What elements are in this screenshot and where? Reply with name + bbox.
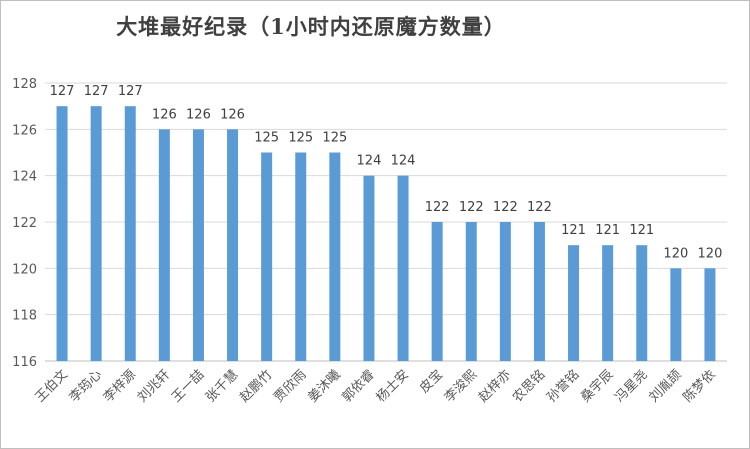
bar xyxy=(295,152,307,361)
data-label: 124 xyxy=(357,154,382,169)
data-label: 125 xyxy=(254,131,279,146)
x-tick-label: 郭依睿 xyxy=(339,367,378,406)
bar xyxy=(704,268,716,361)
bar xyxy=(670,268,682,361)
data-label: 122 xyxy=(425,200,450,215)
data-label: 127 xyxy=(84,84,109,99)
y-tick-label: 118 xyxy=(12,309,37,324)
bar xyxy=(192,129,204,361)
x-tick-label: 李梓源 xyxy=(101,367,139,405)
x-tick-label: 杨士安 xyxy=(374,367,412,405)
bar xyxy=(465,222,477,361)
bar xyxy=(363,175,375,361)
y-tick-label: 128 xyxy=(12,77,37,92)
x-tick-label: 贾欣雨 xyxy=(271,367,309,405)
y-tick-label: 124 xyxy=(12,170,37,185)
chart-title: 大堆最好纪录（1小时内还原魔方数量） xyxy=(116,14,506,39)
bar xyxy=(397,175,409,361)
data-label: 120 xyxy=(663,246,688,261)
y-tick-label: 126 xyxy=(12,123,37,138)
x-tick-label: 刘兆轩 xyxy=(135,367,173,405)
bar xyxy=(124,106,136,362)
x-tick-label: 孙誉铭 xyxy=(544,367,582,405)
data-label: 120 xyxy=(698,246,723,261)
data-label: 121 xyxy=(595,223,620,238)
bar xyxy=(56,106,68,362)
data-label: 124 xyxy=(391,154,416,169)
x-tick-label: 冯星尧 xyxy=(612,367,650,405)
x-tick-label: 王伯文 xyxy=(33,367,71,405)
x-tick-label: 赵鹏竹 xyxy=(237,367,275,405)
data-label: 126 xyxy=(152,107,177,122)
bar xyxy=(568,245,580,361)
x-tick-label: 张千慧 xyxy=(202,367,241,406)
x-tick-label: 姜沐曦 xyxy=(305,367,344,406)
x-tick-label: 桑宇辰 xyxy=(578,367,616,405)
data-label: 127 xyxy=(50,84,75,99)
data-label: 121 xyxy=(629,223,654,238)
y-tick-label: 122 xyxy=(12,216,37,231)
x-tick-label: 赵梓亦 xyxy=(475,367,514,406)
bar xyxy=(90,106,102,362)
data-label: 122 xyxy=(527,200,552,215)
x-tick-label: 李筠心 xyxy=(66,367,105,406)
bar xyxy=(636,245,648,361)
x-tick-label: 陈梦依 xyxy=(680,367,719,406)
data-label: 125 xyxy=(322,131,347,146)
x-tick-label: 农思铭 xyxy=(510,367,548,405)
data-label: 127 xyxy=(118,84,143,99)
bar xyxy=(431,222,443,361)
y-tick-label: 120 xyxy=(12,262,37,277)
y-tick-label: 116 xyxy=(12,355,37,370)
bar xyxy=(533,222,545,361)
bar xyxy=(158,129,170,361)
data-label: 122 xyxy=(459,200,484,215)
x-tick-label: 李浚熙 xyxy=(442,367,480,405)
x-tick-label: 王一喆 xyxy=(169,367,207,405)
bar xyxy=(329,152,341,361)
bar xyxy=(261,152,273,361)
bar xyxy=(499,222,511,361)
bar xyxy=(227,129,239,361)
bar xyxy=(602,245,614,361)
data-label: 122 xyxy=(493,200,518,215)
x-tick-label: 皮宝 xyxy=(417,367,446,396)
data-label: 126 xyxy=(186,107,211,122)
data-label: 126 xyxy=(220,107,245,122)
data-label: 121 xyxy=(561,223,586,238)
data-label: 125 xyxy=(288,131,313,146)
x-tick-label: 刘胤颉 xyxy=(646,367,685,406)
